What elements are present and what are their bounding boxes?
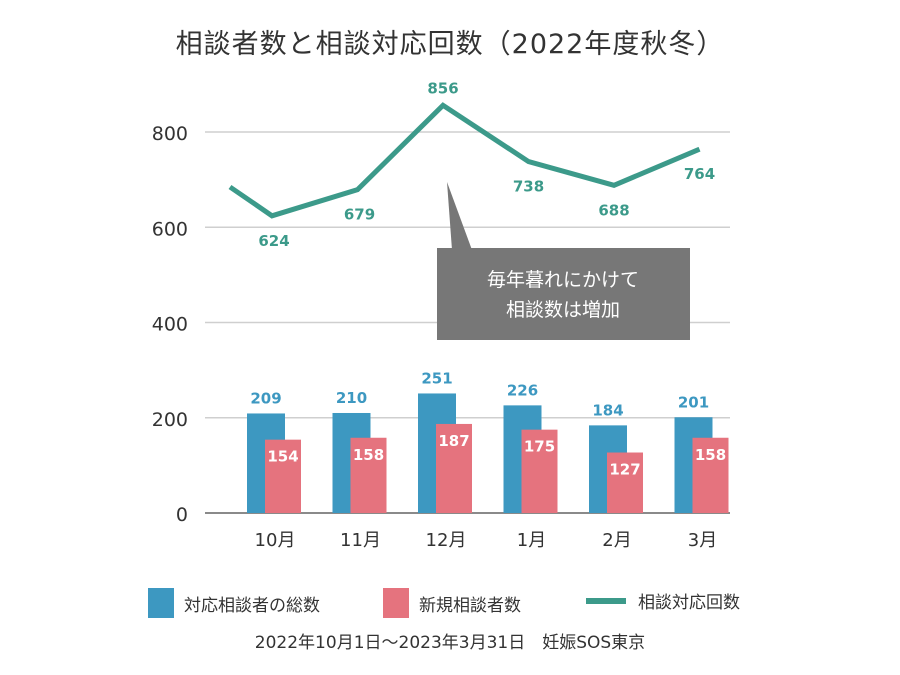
data-label-count: 688	[598, 201, 629, 219]
x-tick-label: 12月	[426, 530, 467, 551]
y-tick-label: 200	[152, 409, 188, 431]
line-count	[228, 102, 701, 219]
annotation-text: 毎年暮れにかけて	[487, 269, 639, 291]
data-label-total: 251	[421, 369, 452, 387]
data-label-total: 210	[336, 389, 367, 407]
data-label-count: 764	[684, 165, 715, 183]
x-tick-label: 1月	[517, 530, 546, 551]
x-tick-label: 2月	[602, 530, 631, 551]
legend-label: 対応相談者の総数	[184, 595, 320, 616]
data-label-total: 201	[678, 393, 709, 411]
annotation-pointer	[447, 182, 472, 250]
data-label-new: 154	[267, 448, 298, 466]
bar-new	[436, 423, 472, 513]
data-label-total: 226	[507, 381, 538, 399]
footer-note: 2022年10月1日～2023年3月31日 妊娠SOS東京	[254, 633, 646, 653]
y-tick-label: 600	[152, 218, 188, 240]
data-label-count: 856	[427, 79, 458, 97]
data-label-total: 184	[592, 401, 623, 419]
data-label-new: 158	[695, 446, 726, 464]
data-label-total: 209	[250, 389, 281, 407]
legend-item-total: 対応相談者の総数	[148, 588, 320, 618]
bar-new	[265, 439, 301, 513]
x-tick-label: 3月	[688, 530, 717, 551]
legend-swatch-total	[148, 588, 174, 618]
legend-label: 新規相談者数	[419, 595, 521, 616]
data-label-count: 624	[258, 232, 289, 250]
x-tick-label: 10月	[255, 530, 296, 551]
bar-new	[521, 429, 558, 513]
y-tick-label: 400	[152, 314, 188, 336]
y-tick-label: 800	[152, 123, 188, 145]
legend-label: 相談対応回数	[638, 593, 740, 613]
bar-new	[607, 452, 643, 513]
bar-new	[350, 437, 387, 513]
legend-item-new: 新規相談者数	[383, 588, 521, 618]
legend-line-count	[586, 597, 626, 604]
data-label-new: 175	[524, 438, 555, 456]
bar-new	[692, 437, 729, 513]
y-tick-label: 0	[176, 504, 188, 526]
x-tick-label: 11月	[340, 530, 381, 551]
annotation-box	[437, 248, 690, 340]
data-label-new: 127	[609, 461, 640, 479]
annotation-text: 相談数は増加	[506, 299, 620, 321]
legend-item-count: 相談対応回数	[586, 588, 740, 613]
data-label-new: 187	[438, 432, 469, 450]
data-label-count: 679	[344, 206, 375, 224]
chart-title: 相談者数と相談対応回数（2022年度秋冬）	[175, 29, 725, 60]
data-label-count: 738	[513, 178, 544, 196]
legend-swatch-new	[383, 588, 409, 618]
data-label-new: 158	[353, 446, 384, 464]
